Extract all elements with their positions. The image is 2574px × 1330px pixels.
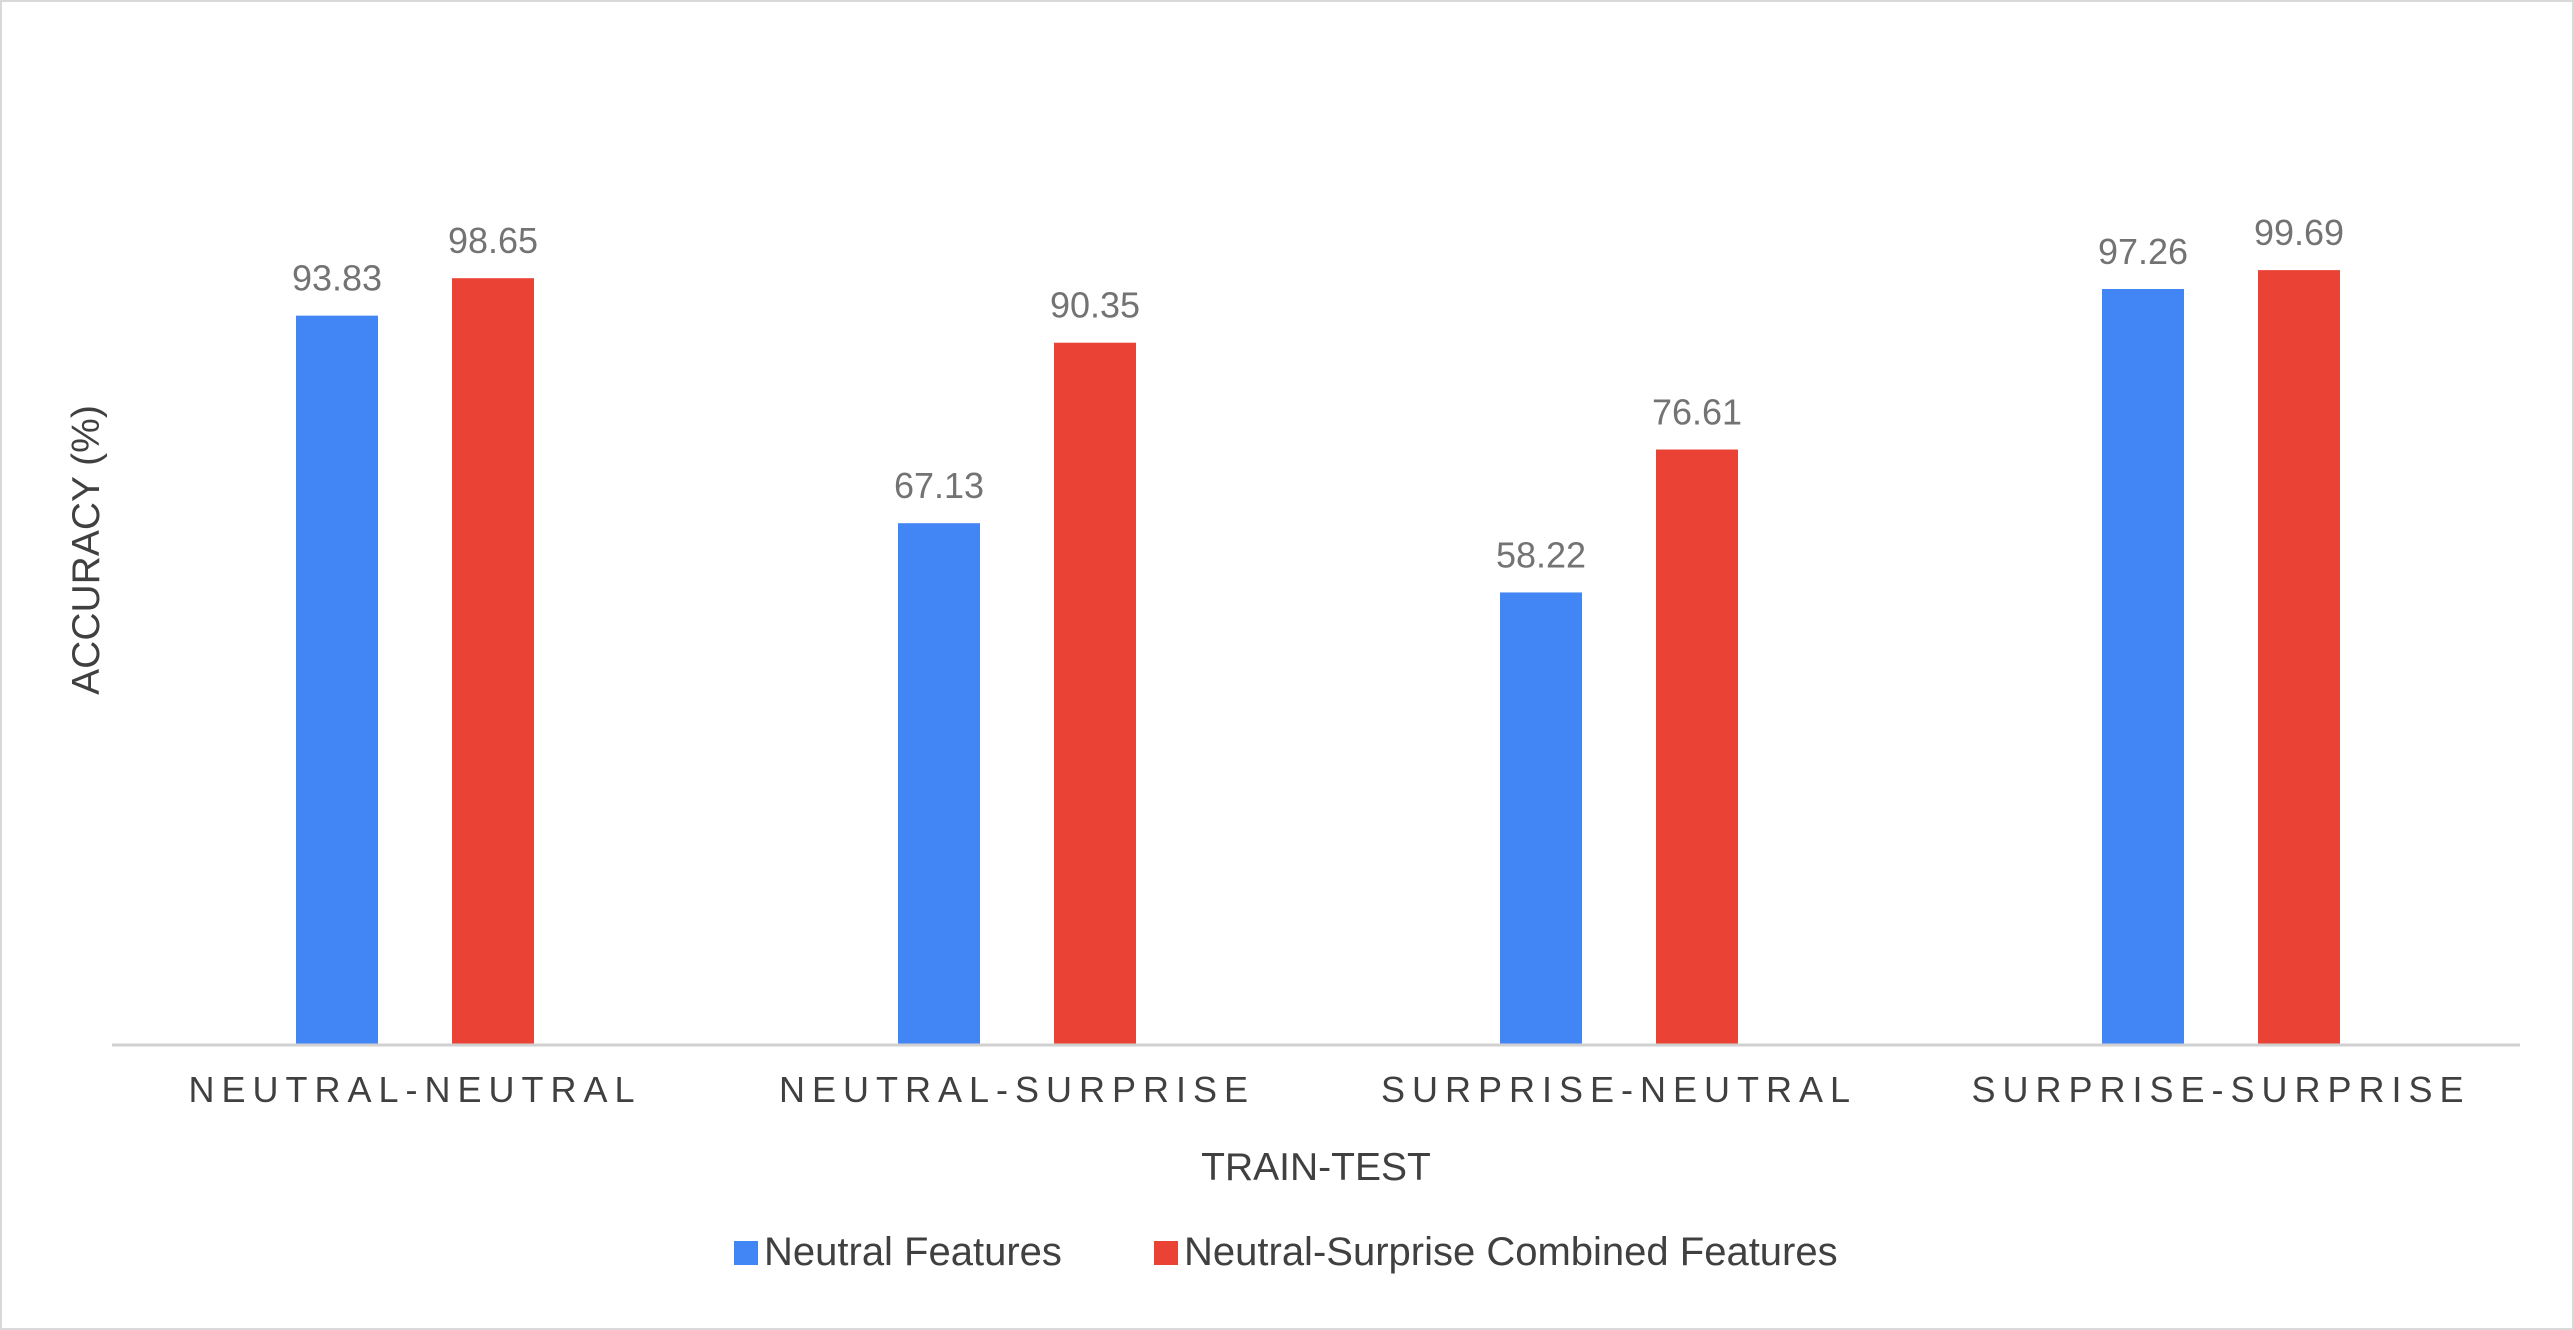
x-tick-label: NEUTRAL-SURPRISE [779, 1069, 1255, 1110]
data-label: 97.26 [2098, 231, 2188, 272]
legend: Neutral Features Neutral-Surprise Combine… [734, 1230, 1838, 1274]
bar-combined-surprise-surprise [2258, 270, 2340, 1045]
bar-neutral-surprise-neutral [1500, 592, 1582, 1045]
data-label: 90.35 [1050, 285, 1140, 326]
y-axis-title: ACCURACY (%) [65, 405, 108, 695]
bars-group [296, 270, 2340, 1045]
data-label: 76.61 [1652, 392, 1742, 433]
data-label: 98.65 [448, 220, 538, 261]
x-tick-labels-group: NEUTRAL-NEUTRAL NEUTRAL-SURPRISE SURPRISE-… [188, 1069, 2470, 1110]
bar-neutral-neutral-neutral [296, 315, 378, 1045]
data-label: 99.69 [2254, 212, 2344, 253]
x-tick-label: SURPRISE-SURPRISE [1971, 1069, 2470, 1110]
bar-combined-neutral-surprise [1054, 342, 1136, 1045]
legend-swatch [734, 1241, 758, 1265]
bar-neutral-neutral-surprise [898, 523, 980, 1045]
bar-combined-surprise-neutral [1656, 449, 1738, 1045]
legend-label: Neutral Features [764, 1230, 1062, 1274]
bar-combined-neutral-neutral [452, 278, 534, 1045]
data-label: 58.22 [1496, 534, 1586, 575]
data-label: 67.13 [894, 465, 984, 506]
data-labels-group: 93.83 98.65 67.13 90.35 58.22 76.61 97.26 99.69 [292, 212, 2344, 575]
data-label: 93.83 [292, 258, 382, 299]
x-tick-label: NEUTRAL-NEUTRAL [188, 1069, 641, 1110]
legend-label: Neutral-Surprise Combined Features [1184, 1230, 1838, 1274]
bar-neutral-surprise-surprise [2102, 288, 2184, 1045]
x-tick-label: SURPRISE-NEUTRAL [1381, 1069, 1857, 1110]
legend-swatch [1154, 1241, 1178, 1265]
x-axis-title: TRAIN-TEST [1201, 1146, 1431, 1189]
